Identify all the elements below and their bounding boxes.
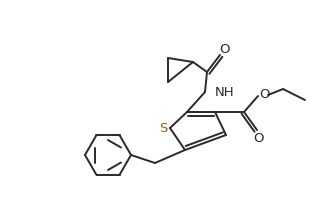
Text: NH: NH bbox=[215, 85, 235, 98]
Text: S: S bbox=[159, 123, 167, 136]
Text: O: O bbox=[254, 132, 264, 145]
Text: O: O bbox=[219, 43, 229, 56]
Text: O: O bbox=[259, 87, 269, 100]
